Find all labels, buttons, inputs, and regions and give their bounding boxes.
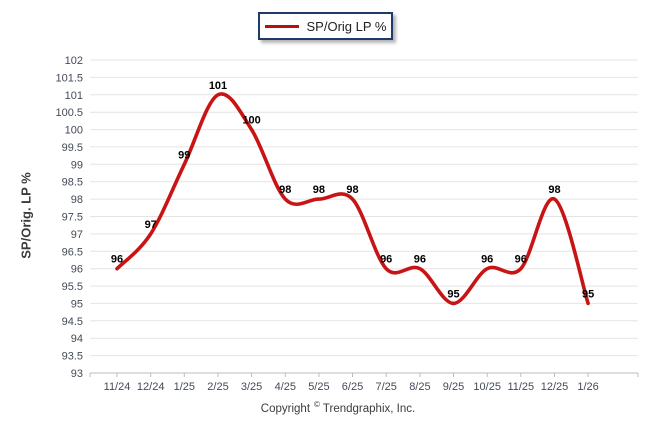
data-label: 98: [346, 184, 358, 196]
y-tick-label: 93: [71, 368, 83, 380]
y-tick-label: 98.5: [62, 177, 83, 189]
x-tick-label: 9/25: [443, 381, 464, 393]
y-tick-label: 95: [71, 298, 83, 310]
copyright-prefix: Copyright: [260, 402, 311, 415]
data-label: 97: [145, 219, 157, 231]
y-tick-label: 97.5: [62, 212, 83, 224]
y-tick-label: 94.5: [62, 316, 83, 328]
y-tick-label: 96.5: [62, 246, 83, 258]
data-label: 95: [582, 288, 594, 300]
x-tick-label: 11/25: [507, 381, 534, 393]
y-tick-label: 100: [65, 125, 83, 137]
data-label: 96: [380, 254, 392, 266]
x-tick-label: 10/25: [473, 381, 501, 393]
y-tick-label: 93.5: [62, 351, 83, 363]
legend-label: SP/Orig LP %: [306, 18, 387, 34]
x-tick-label: 2/25: [207, 381, 228, 393]
x-tick-label: 6/25: [342, 381, 363, 393]
copyright-text: Copyright © Trendgraphix, Inc.: [0, 400, 646, 415]
data-label: 98: [548, 184, 560, 196]
data-label: 96: [111, 254, 123, 266]
data-label: 96: [481, 254, 493, 266]
copyright-symbol: ©: [314, 400, 320, 409]
data-label: 100: [242, 115, 260, 127]
chart-legend: SP/Orig LP %: [258, 12, 393, 40]
x-tick-label: 4/25: [275, 381, 296, 393]
x-tick-label: 12/24: [137, 381, 165, 393]
data-label: 95: [447, 288, 459, 300]
y-tick-label: 94: [71, 333, 83, 345]
y-tick-label: 100.5: [55, 107, 83, 119]
x-tick-label: 8/25: [409, 381, 430, 393]
data-label: 96: [515, 254, 527, 266]
y-tick-label: 101.5: [55, 72, 83, 84]
data-label: 96: [414, 254, 426, 266]
x-tick-label: 3/25: [241, 381, 262, 393]
x-tick-label: 7/25: [375, 381, 396, 393]
x-tick-label: 1/25: [174, 381, 195, 393]
y-tick-label: 101: [65, 90, 83, 102]
y-tick-label: 99: [71, 159, 83, 171]
y-tick-label: 97: [71, 229, 83, 241]
y-axis-title: SP/Orig. LP %: [18, 172, 34, 259]
x-tick-label: 1/26: [577, 381, 598, 393]
data-label: 98: [313, 184, 325, 196]
y-tick-label: 98: [71, 194, 83, 206]
x-tick-label: 5/25: [308, 381, 329, 393]
copyright-company: Trendgraphix, Inc.: [322, 402, 416, 415]
data-label: 99: [178, 149, 190, 161]
x-tick-label: 12/25: [541, 381, 569, 393]
x-tick-label: 11/24: [104, 381, 131, 393]
y-tick-label: 96: [71, 264, 83, 276]
data-label: 101: [209, 80, 227, 92]
y-tick-label: 99.5: [62, 142, 83, 154]
data-label: 98: [279, 184, 291, 196]
legend-line-swatch: [264, 24, 299, 28]
series-line: [115, 92, 590, 306]
y-tick-label: 95.5: [62, 281, 83, 293]
y-tick-label: 102: [65, 55, 83, 67]
